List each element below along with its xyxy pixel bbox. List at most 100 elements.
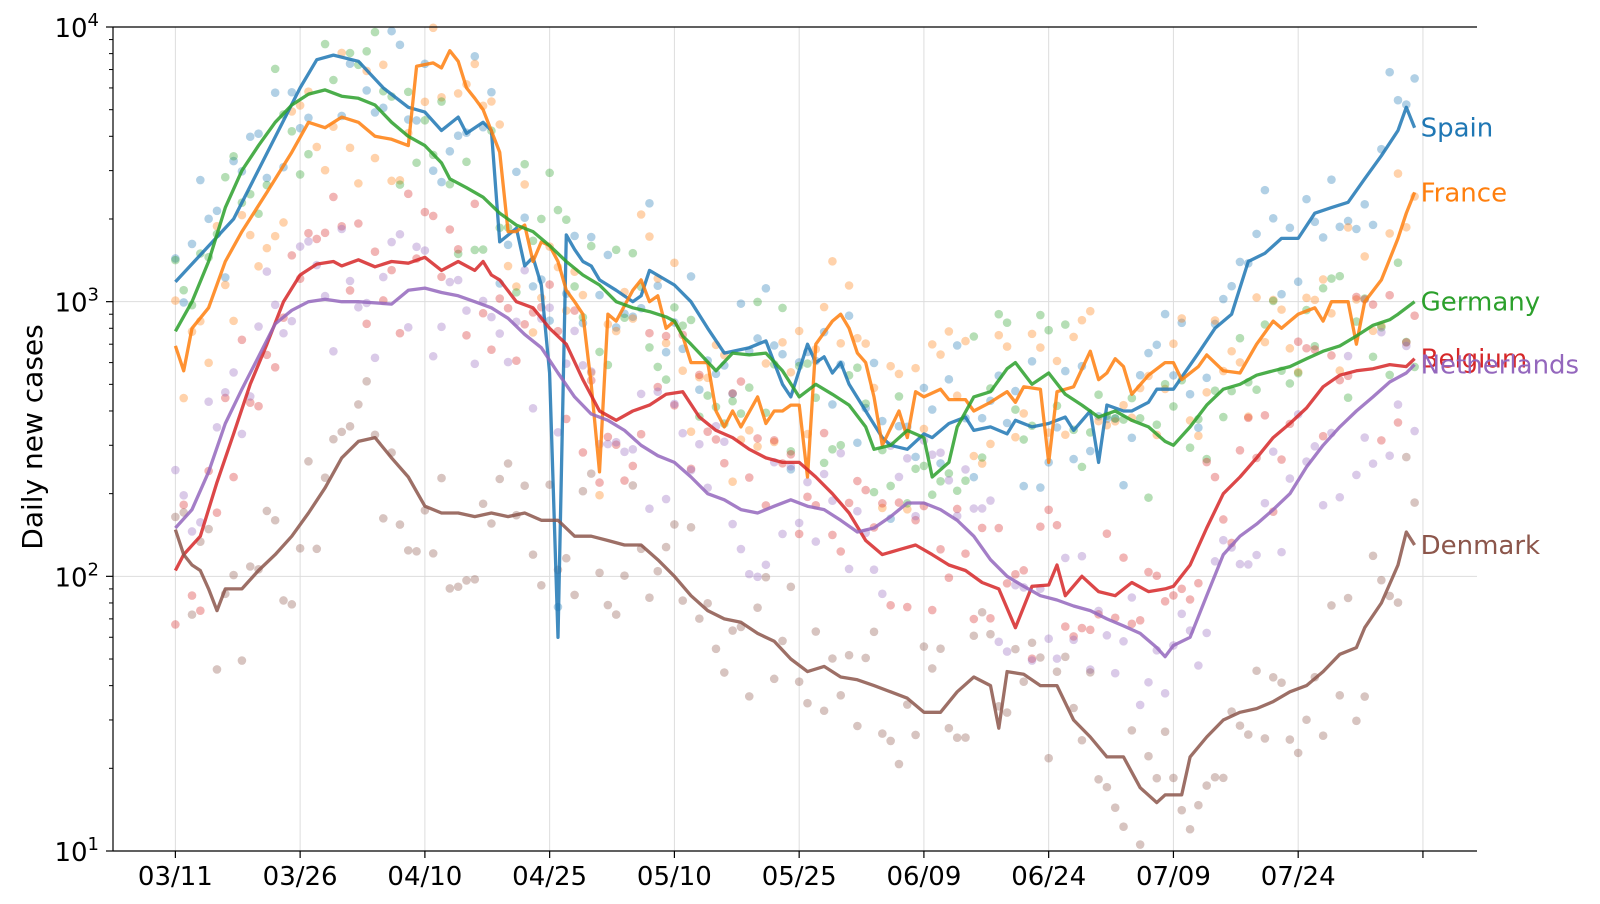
data-point: [894, 421, 904, 431]
data-point: [728, 519, 737, 529]
data-point: [969, 504, 979, 513]
data-point: [1318, 500, 1328, 510]
data-point: [1052, 654, 1062, 663]
data-point: [769, 437, 779, 447]
data-point: [387, 26, 396, 36]
data-point: [819, 469, 829, 479]
data-point: [428, 166, 438, 176]
data-point: [869, 627, 879, 637]
data-point: [1144, 567, 1153, 577]
data-point: [1402, 100, 1411, 109]
data-point: [1061, 320, 1070, 329]
data-point: [728, 396, 737, 406]
data-point: [636, 429, 646, 439]
data-point: [894, 759, 904, 769]
data-point: [229, 316, 238, 326]
data-point: [1127, 433, 1137, 443]
data-point: [603, 432, 613, 442]
data-point: [196, 175, 205, 185]
data-point: [1044, 325, 1053, 335]
data-point: [686, 315, 696, 325]
data-point: [1194, 431, 1203, 441]
data-point: [1385, 591, 1394, 601]
data-point: [620, 476, 629, 485]
data-point: [886, 481, 895, 491]
data-point: [1219, 515, 1228, 524]
data-point: [803, 698, 812, 708]
data-point: [1302, 194, 1311, 204]
data-point: [1110, 413, 1120, 423]
data-point: [329, 192, 338, 202]
data-point: [736, 377, 746, 386]
data-point: [520, 213, 529, 222]
data-point: [379, 60, 388, 70]
data-point: [287, 87, 297, 97]
data-point: [245, 562, 255, 571]
data-point: [503, 240, 513, 250]
data-point: [853, 506, 862, 516]
data-point: [586, 469, 596, 478]
data-point: [828, 400, 837, 409]
data-point: [1360, 252, 1370, 261]
data-point: [470, 52, 480, 61]
data-point: [1352, 317, 1361, 326]
data-point: [678, 366, 688, 376]
data-point: [287, 316, 297, 326]
x-tick-label: 04/25: [512, 862, 587, 892]
data-point: [786, 465, 796, 474]
data-point: [495, 294, 505, 303]
data-point: [927, 340, 937, 349]
data-point: [1069, 332, 1078, 342]
data-point: [1144, 493, 1153, 502]
data-point: [919, 383, 929, 393]
data-point: [1202, 457, 1211, 467]
data-point: [686, 272, 696, 281]
data-point: [1385, 370, 1394, 380]
data-point: [653, 387, 663, 397]
data-point: [1160, 689, 1170, 698]
data-point: [803, 359, 812, 368]
data-point: [1393, 169, 1403, 178]
data-point: [503, 459, 513, 468]
data-point: [670, 399, 679, 409]
data-point: [1152, 773, 1162, 783]
data-point: [844, 311, 854, 321]
data-point: [695, 385, 704, 394]
data-point: [220, 387, 230, 397]
data-point: [703, 427, 712, 436]
data-point: [262, 506, 272, 516]
data-point: [437, 97, 446, 106]
data-point: [1085, 665, 1095, 674]
data-point: [761, 572, 771, 582]
data-point: [1110, 417, 1120, 426]
data-point: [803, 492, 812, 502]
data-point: [977, 413, 987, 423]
data-point: [653, 281, 663, 291]
data-point: [254, 262, 263, 271]
data-point: [578, 486, 588, 496]
data-point: [270, 88, 280, 97]
data-point: [1027, 654, 1037, 663]
data-point: [453, 249, 463, 259]
data-point: [1185, 389, 1195, 399]
data-point: [803, 477, 812, 487]
data-point: [744, 473, 754, 482]
data-point: [836, 691, 846, 700]
data-point: [720, 437, 729, 447]
data-point: [345, 276, 355, 286]
data-point: [986, 439, 995, 449]
data-point: [611, 437, 621, 447]
data-point: [1343, 593, 1353, 603]
data-point: [1377, 327, 1386, 337]
y-tick-label: 104: [54, 10, 99, 44]
data-point: [428, 549, 438, 558]
data-point: [1011, 569, 1020, 579]
data-point: [387, 176, 396, 186]
data-point: [1327, 274, 1336, 283]
data-point: [703, 599, 712, 608]
x-tick-label: 06/24: [1011, 862, 1086, 892]
data-point: [362, 376, 371, 386]
data-point: [570, 282, 579, 291]
data-point: [1061, 430, 1070, 440]
data-point: [844, 281, 854, 290]
